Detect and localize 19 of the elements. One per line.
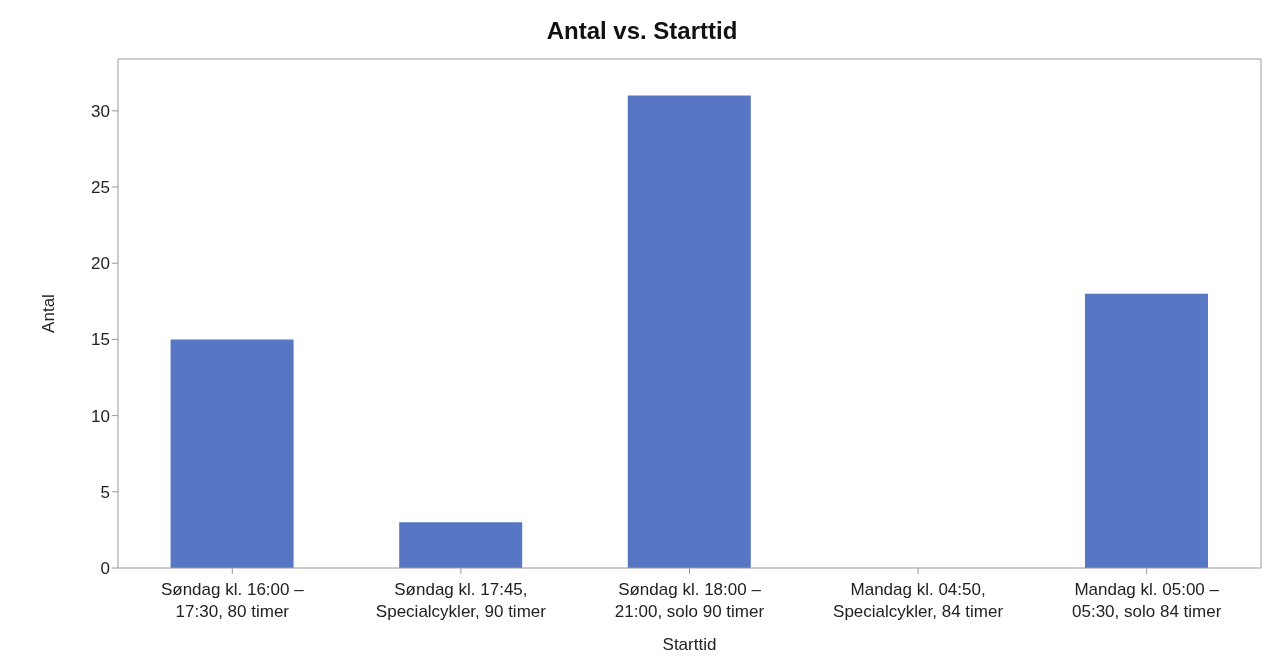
x-tick-label: Søndag kl. 17:45, Specialcykler, 90 timer (375, 580, 547, 621)
x-axis-title: Starttid (662, 635, 717, 654)
y-axis-title: Antal (39, 294, 59, 333)
x-tick-label: Søndag kl. 18:00 – 21:00, solo 90 timer (614, 580, 765, 621)
x-tick-label: Søndag kl. 16:00 – 17:30, 80 timer (160, 580, 305, 621)
y-tick-label: 20 (91, 254, 110, 274)
bar (627, 95, 751, 568)
bar (170, 339, 294, 568)
x-tick-label: Mandag kl. 05:00 – 05:30, solo 84 timer (1072, 580, 1222, 621)
y-tick-label: 10 (91, 406, 110, 426)
bar (1084, 293, 1208, 568)
y-tick-label: 0 (100, 559, 110, 579)
x-tick-label: Mandag kl. 04:50, Specialcykler, 84 timer (833, 580, 1004, 621)
chart-title: Antal vs. Starttid (545, 16, 739, 46)
y-tick-label: 25 (91, 178, 110, 198)
bar (399, 522, 523, 568)
y-tick-label: 15 (91, 330, 110, 350)
y-tick-label: 30 (91, 101, 110, 121)
y-tick-label: 5 (100, 482, 110, 502)
